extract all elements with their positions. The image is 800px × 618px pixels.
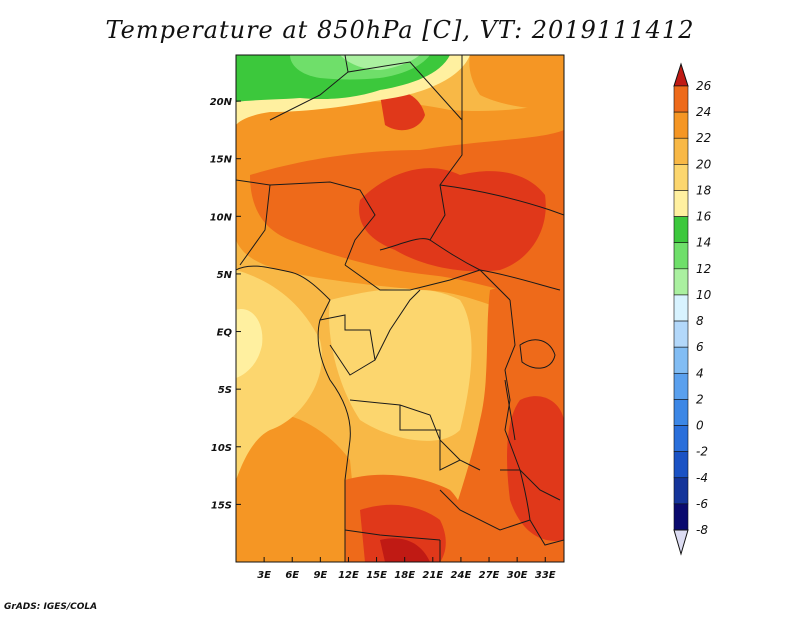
axis-ticks [236,100,546,562]
colorbar-box [673,294,689,322]
colorbar-label: 26 [696,79,712,93]
colorbar-box [673,85,689,113]
x-tick-label: 18E [394,570,415,581]
border-libya-south [344,55,463,121]
map-frame [235,54,565,563]
x-tick-label: 12E [338,570,359,581]
lake-tanganyika [504,379,516,441]
y-tick-label: 20N [210,97,233,108]
lake-victoria [519,339,556,369]
axis-labels: 3E 6E 9E 12E 15E 18E 21E 24E 27E 30E 33E 20N 15N 10N 5… [210,97,556,581]
border-angola-north [349,399,461,461]
border-east-lakes [504,299,521,471]
colorbar-label: 2 [696,392,704,406]
border-angola-zambia [399,405,481,471]
colorbar-box [673,346,689,374]
field-22-sw [236,412,360,562]
x-tick-label: 24E [451,570,472,581]
colorbar-label: -2 [696,445,708,459]
lake-malawi [519,469,531,521]
colorbar-box [673,268,689,296]
border-angola-namibia [344,529,441,541]
colorbar-box [673,503,689,531]
x-tick-label: 6E [285,570,299,581]
field-26-east [507,396,564,541]
colorbar-under-triangle [673,529,689,556]
colorbar-label: 14 [696,236,711,250]
colorbar-box [673,111,689,139]
field-18-congo [329,288,472,441]
colorbar-label: 18 [696,183,712,197]
x-tick-label: 27E [479,570,500,581]
colorbar-label: 12 [696,262,711,276]
x-tick-label: 3E [257,570,271,581]
colorbar-box [673,477,689,505]
colorbar-box [673,242,689,270]
grads-credit: GrADS: IGES/COLA [4,602,98,612]
border-chad-car [379,238,481,271]
field-26-nile [380,91,425,131]
colorbar-label: 22 [696,131,711,145]
colorbar-box [673,190,689,217]
y-tick-label: 10S [211,443,232,454]
colorbar-label: -4 [696,471,708,485]
colorbar-label: 20 [696,157,712,171]
field-10-sahara [340,55,420,70]
field-22-ne [469,55,564,110]
border-gabon-congo [319,314,376,376]
x-tick-label: 30E [507,570,528,581]
y-tick-label: 5N [217,270,233,281]
border-zambia-south [439,489,531,531]
x-tick-label: 33E [535,570,556,581]
x-tick-label: 21E [422,570,443,581]
colorbar-box [673,399,689,426]
colorbar-label: -6 [696,497,708,511]
y-tick-label: 5S [218,385,232,396]
y-tick-label: EQ [217,328,233,339]
y-tick-label: 15N [210,155,233,166]
colorbar-label: 10 [696,288,712,302]
colorbar-over-triangle [673,62,689,87]
border-car-drc [344,264,511,301]
border-congo-drc [374,289,421,361]
border-ssudan-east [479,269,561,291]
temperature-field [236,55,564,562]
border-mozambique [529,519,564,546]
colorbar-label: 8 [696,314,704,328]
field-16-gabon [236,309,263,378]
border-sudan-ssudan [439,184,564,216]
country-borders [236,55,564,562]
border-nigeria-cameroon [269,181,376,266]
colorbar-label: -8 [696,523,708,537]
field-over-south [380,538,430,562]
x-tick-label: 9E [313,570,327,581]
colorbar-box [673,320,689,348]
colorbar-box [673,164,689,191]
colorbar-label: 6 [696,340,704,354]
coastline [236,265,351,562]
colorbar-box [673,216,689,244]
colorbar-box [673,451,689,479]
colorbar-label: 16 [696,210,712,224]
border-nigeria [236,179,271,266]
y-tick-label: 10N [210,212,233,223]
map-title: Temperature at 850hPa [C], VT: 201911141… [105,16,695,44]
colorbar-box [673,425,689,452]
colorbar-box [673,372,689,400]
border-niger-chad [269,71,349,121]
colorbar-box [673,137,689,165]
field-26-chad [359,168,546,272]
border-zambia-east [500,469,561,501]
colorbar-label: 0 [696,419,704,433]
colorbar-label: 24 [696,105,711,119]
y-tick-label: 15S [211,500,232,511]
field-26-south [360,504,446,562]
x-tick-label: 15E [366,570,387,581]
colorbar-label: 4 [696,366,704,380]
